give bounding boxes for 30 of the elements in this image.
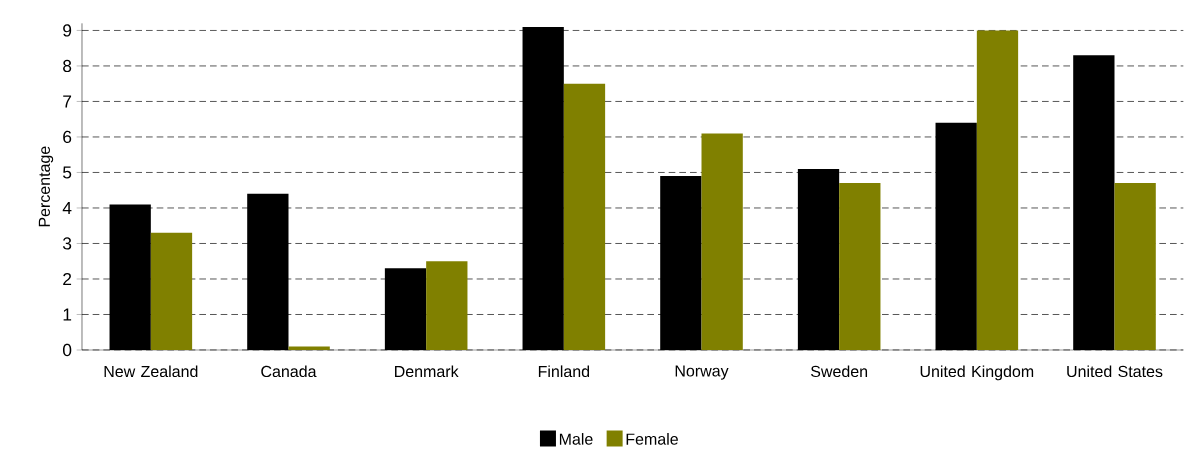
x-tick-label: Norway — [675, 365, 729, 380]
x-tick-label: New Zealand — [104, 365, 198, 378]
y-tick-label: 4 — [62, 202, 72, 214]
bar — [150, 232, 193, 350]
y-tick-label: 0 — [62, 343, 72, 357]
bar — [426, 261, 468, 350]
bar — [976, 30, 1019, 350]
bar — [839, 183, 881, 350]
legend-label: Male — [559, 433, 593, 445]
bar — [1114, 183, 1156, 350]
x-tick-label: Finland — [538, 365, 590, 378]
y-tick-label: 1 — [63, 308, 72, 321]
bar — [384, 268, 427, 350]
legend-label: Female — [626, 433, 678, 445]
bar — [701, 133, 743, 350]
x-tick-label: Canada — [261, 365, 317, 378]
y-tick-label: 7 — [63, 95, 72, 108]
y-tick-label: 2 — [63, 272, 72, 286]
bar — [563, 83, 606, 350]
x-tick-label: Sweden — [810, 365, 868, 378]
x-tick-label: United Kingdom — [920, 365, 1034, 381]
y-tick-label: 6 — [63, 130, 72, 144]
bar — [288, 346, 330, 350]
x-tick-label: Denmark — [395, 365, 459, 378]
y-tick-label: 9 — [63, 24, 72, 37]
x-tick-label: United States — [1067, 365, 1163, 378]
y-tick-label: 3 — [62, 237, 72, 250]
y-tick-label: 5 — [63, 166, 72, 179]
y-tick-label: 8 — [63, 59, 72, 73]
y-axis-title: Percentage — [38, 146, 54, 227]
